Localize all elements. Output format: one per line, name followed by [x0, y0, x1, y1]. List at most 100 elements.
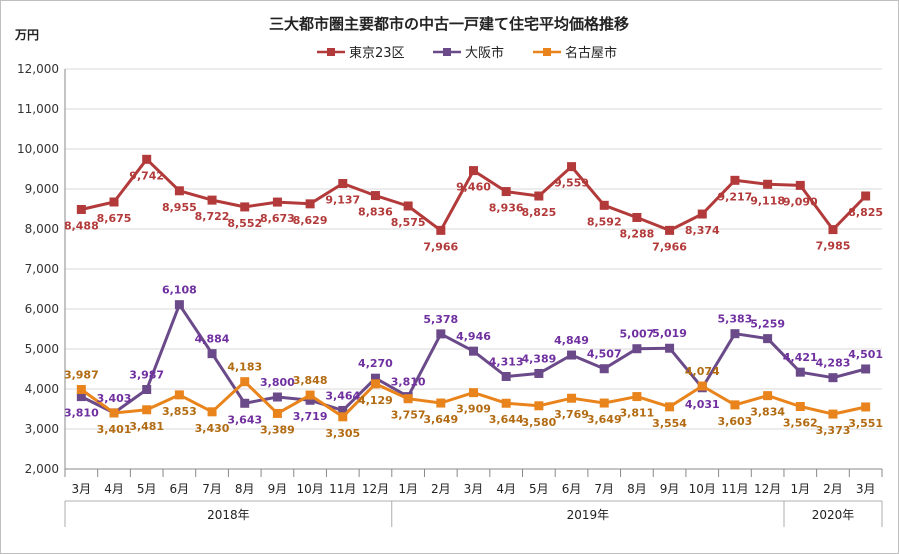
data-point — [207, 195, 217, 205]
data-label: 9,217 — [718, 190, 753, 203]
x-tick-label: 10月 — [689, 482, 716, 496]
y-tick-label: 11,000 — [17, 102, 59, 116]
data-point — [338, 405, 348, 415]
data-point — [632, 212, 642, 222]
data-label: 4,501 — [848, 348, 883, 361]
legend-entry: 東京23区 — [349, 45, 405, 61]
data-point — [469, 388, 478, 398]
data-point — [599, 200, 609, 210]
data-label: 3,987 — [64, 369, 99, 382]
data-label: 8,936 — [489, 202, 524, 215]
data-label: 5,259 — [750, 318, 785, 331]
x-tick-label: 6月 — [170, 482, 190, 496]
data-label: 9,118 — [750, 194, 785, 207]
data-point — [370, 191, 380, 201]
series-layer — [76, 154, 871, 422]
data-label: 9,090 — [783, 195, 818, 208]
legend-marker — [327, 48, 335, 56]
data-label: 3,757 — [391, 409, 426, 422]
year-group-label: 2020年 — [812, 508, 855, 522]
data-label: 3,554 — [652, 417, 687, 430]
data-label: 3,481 — [129, 420, 164, 433]
x-tick-label: 1月 — [790, 482, 810, 496]
data-point — [76, 204, 86, 214]
data-label: 3,834 — [750, 406, 785, 419]
y-axis-unit-label: 万円 — [14, 28, 39, 42]
data-label: 8,374 — [685, 224, 720, 237]
data-label: 8,673 — [260, 212, 295, 225]
data-point — [599, 398, 609, 408]
data-point — [305, 390, 315, 400]
data-label: 8,825 — [521, 206, 556, 219]
data-label: 3,810 — [64, 407, 99, 420]
data-point — [142, 405, 152, 415]
data-point — [109, 408, 119, 418]
data-label: 3,769 — [554, 408, 589, 421]
data-label: 8,825 — [848, 206, 883, 219]
data-point — [142, 385, 152, 395]
x-tick-label: 4月 — [104, 482, 124, 496]
data-label: 9,559 — [554, 177, 589, 190]
data-point — [240, 202, 250, 212]
data-point — [370, 379, 380, 389]
data-label: 3,644 — [489, 413, 524, 426]
data-label: 3,430 — [195, 422, 230, 435]
data-point — [763, 179, 773, 189]
y-tick-label: 3,000 — [25, 422, 59, 436]
data-label: 3,562 — [783, 417, 818, 430]
data-label: 8,629 — [293, 214, 328, 227]
data-label: 3,649 — [587, 413, 622, 426]
y-tick-label: 10,000 — [17, 142, 59, 156]
data-point — [599, 364, 609, 374]
data-label: 3,403 — [97, 392, 132, 405]
year-group-label: 2018年 — [207, 508, 250, 522]
legend-marker — [443, 48, 451, 56]
x-tick-label: 8月 — [627, 482, 647, 496]
data-label: 3,551 — [848, 417, 883, 430]
data-point — [370, 373, 380, 383]
y-tick-label: 7,000 — [25, 262, 59, 276]
data-label: 3,719 — [293, 410, 328, 423]
data-label: 4,129 — [358, 394, 393, 407]
data-label: 4,946 — [456, 330, 491, 343]
data-point — [403, 394, 413, 404]
data-point — [730, 175, 740, 185]
data-label: 3,853 — [162, 405, 197, 418]
data-point — [828, 409, 838, 419]
data-label: 4,074 — [685, 365, 720, 378]
y-tick-label: 12,000 — [17, 62, 59, 76]
x-tick-label: 1月 — [398, 482, 418, 496]
legend-marker — [543, 48, 551, 56]
x-tick-label: 9月 — [268, 482, 288, 496]
data-label: 8,722 — [195, 210, 230, 223]
data-label: 7,966 — [652, 240, 687, 253]
x-tick-label: 12月 — [754, 482, 781, 496]
data-point — [665, 402, 675, 412]
y-tick-label: 4,000 — [25, 382, 59, 396]
x-tick-label: 11月 — [721, 482, 748, 496]
data-point — [174, 390, 184, 400]
data-point — [567, 393, 577, 403]
x-tick-label: 3月 — [856, 482, 876, 496]
data-point — [436, 398, 446, 408]
legend-entry: 大阪市 — [465, 45, 504, 61]
data-label: 3,603 — [718, 415, 753, 428]
y-axis-ticks: 2,000 3,000 4,000 5,000 6,000 7,000 8,000 9,000… — [17, 62, 59, 476]
data-point — [240, 398, 250, 408]
data-label: 4,849 — [554, 334, 589, 347]
data-label: 3,810 — [391, 376, 426, 389]
data-label: 8,288 — [620, 227, 655, 240]
data-label: 3,464 — [325, 389, 360, 402]
data-label: 8,488 — [64, 219, 99, 232]
data-point — [697, 381, 707, 391]
data-point — [272, 197, 282, 207]
data-label: 3,373 — [816, 424, 851, 437]
data-label: 4,389 — [521, 352, 556, 365]
data-point — [534, 191, 544, 201]
data-point — [730, 400, 740, 410]
data-point — [861, 191, 871, 201]
data-label: 4,313 — [489, 355, 524, 368]
